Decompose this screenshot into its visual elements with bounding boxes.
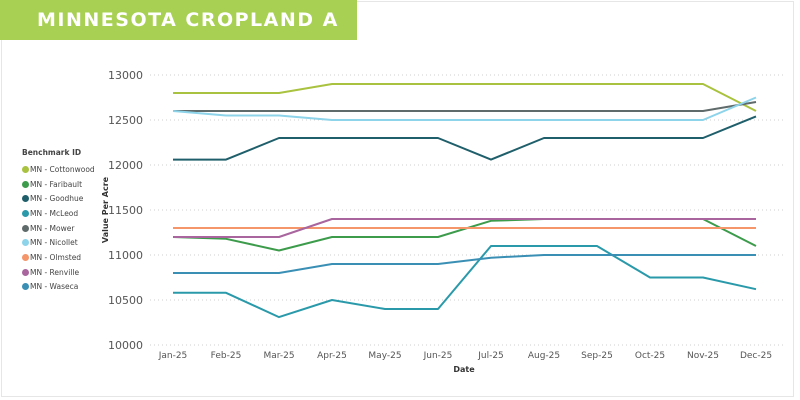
x-tick-label: Jul-25 [477,351,504,361]
x-tick-label: Feb-25 [211,351,242,361]
series-line-mnrenville [173,218,756,238]
series-line-mncottonwood [173,83,757,112]
legend-item[interactable]: MN - Goodhue [22,191,95,206]
y-tick-label: 10000 [108,339,143,352]
legend: Benchmark ID MN - Cottonwood MN - Faribau… [22,148,95,294]
y-tick-label: 11500 [108,204,143,217]
y-tick-label: 12500 [108,114,143,127]
legend-label: MN - Waseca [30,282,79,292]
legend-item[interactable]: MN - Waseca [22,280,95,295]
y-axis-label: Value Per Acre [101,176,110,243]
x-axis-label: Date [453,365,475,374]
series-line-mnmcleod [173,245,757,319]
x-tick-label: Jun-25 [423,351,453,361]
legend-label: MN - McLeod [30,208,79,218]
legend-marker-icon [22,224,29,232]
legend-marker-icon [22,165,29,173]
x-tick-label: Sep-25 [581,351,613,361]
legend-item[interactable]: MN - Faribault [22,177,95,192]
x-tick-label: Aug-25 [528,351,560,361]
series-line-mnmower [173,101,757,112]
legend-item[interactable]: MN - Mower [22,221,95,236]
legend-marker-icon [22,268,29,276]
x-tick-label: Mar-25 [263,351,294,361]
series-line-mnfaribault [172,218,757,252]
series-line-mnwaseca [173,254,756,274]
legend-label: MN - Mower [30,223,75,233]
y-tick-label: 10500 [108,294,143,307]
legend-item[interactable]: MN - Cottonwood [22,162,95,177]
y-tick-label: 12000 [108,159,143,172]
legend-marker-icon [22,283,29,291]
y-tick-label: 11000 [108,249,143,262]
legend-marker-icon [22,195,29,203]
legend-marker-icon [22,253,29,261]
series-line-mngoodhue [173,115,757,161]
x-tick-label: Dec-25 [740,351,772,361]
chart-title-banner: MINNESOTA CROPLAND A [0,0,357,40]
legend-title: Benchmark ID [22,148,82,157]
legend-marker-icon [22,180,29,188]
legend-label: MN - Faribault [30,179,83,189]
legend-label: MN - Olmsted [30,252,82,262]
series-line-mnnicollet [172,96,757,121]
legend-item[interactable]: MN - McLeod [22,206,95,221]
legend-item[interactable]: MN - Renville [22,265,95,280]
legend-marker-icon [22,239,29,247]
legend-item[interactable]: MN - Nicollet [22,235,95,250]
x-tick-label: Oct-25 [635,351,665,361]
legend-label: MN - Cottonwood [30,164,95,174]
x-tick-label: Nov-25 [687,351,719,361]
legend-label: MN - Nicollet [30,238,78,248]
legend-label: MN - Goodhue [30,194,84,204]
legend-label: MN - Renville [30,267,80,277]
x-tick-label: Jan-25 [158,351,188,361]
y-tick-label: 13000 [108,69,143,82]
x-tick-label: May-25 [368,351,401,361]
legend-marker-icon [22,209,29,217]
legend-item[interactable]: MN - Olmsted [22,250,95,265]
x-tick-label: Apr-25 [317,351,347,361]
